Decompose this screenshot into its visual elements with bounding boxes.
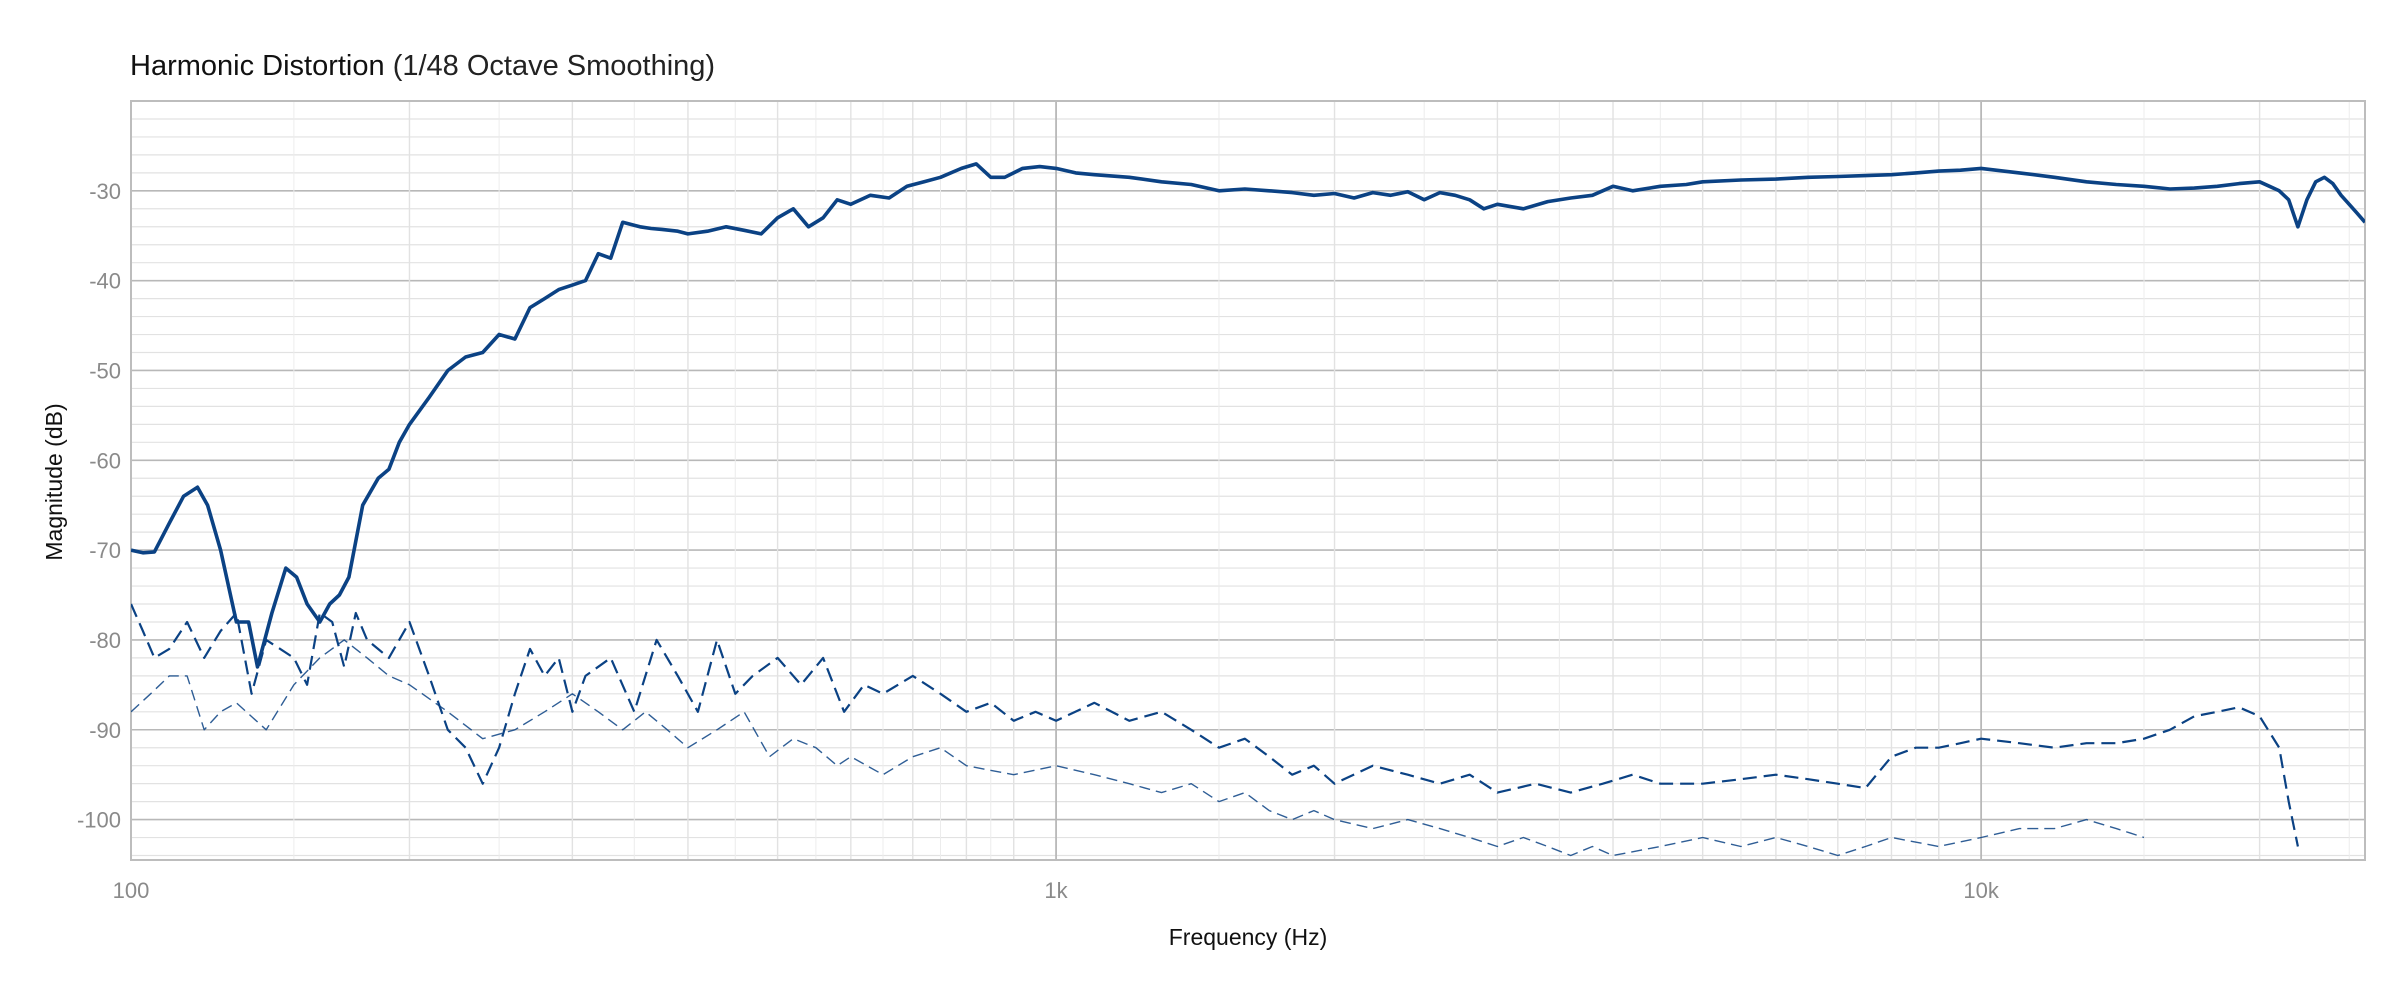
x-tick-label: 100 [113, 878, 150, 903]
grid [130, 100, 2365, 860]
tick-labels: -30 -40 -50 -60 -70 -80 -90 -100 100 1k 10k [77, 179, 2000, 903]
x-tick-label: 1k [1044, 878, 1068, 903]
series-layer [131, 162, 2365, 857]
chart-subtitle: (1/48 Octave Smoothing) [392, 50, 716, 82]
chart-title: Harmonic Distortion (1/48 Octave Smoothi… [130, 50, 715, 83]
x-axis-label: Frequency (Hz) [1169, 924, 1327, 950]
y-tick-label: -60 [89, 448, 121, 473]
chart-title-main: Harmonic Distortion [130, 50, 385, 82]
y-tick-label: -80 [89, 628, 121, 653]
plot-frame [130, 100, 2366, 861]
y-tick-label: -90 [89, 718, 121, 743]
x-tick-label: 10k [1963, 878, 1999, 903]
y-tick-label: -70 [89, 538, 121, 563]
y-axis-label: Magnitude (dB) [41, 403, 67, 560]
y-tick-label: -50 [89, 358, 121, 383]
y-tick-label: -30 [89, 179, 121, 204]
series-line-1 [131, 162, 2365, 669]
series-line-2 [131, 603, 2299, 847]
y-tick-label: -100 [77, 808, 121, 833]
y-tick-label: -40 [89, 269, 121, 294]
